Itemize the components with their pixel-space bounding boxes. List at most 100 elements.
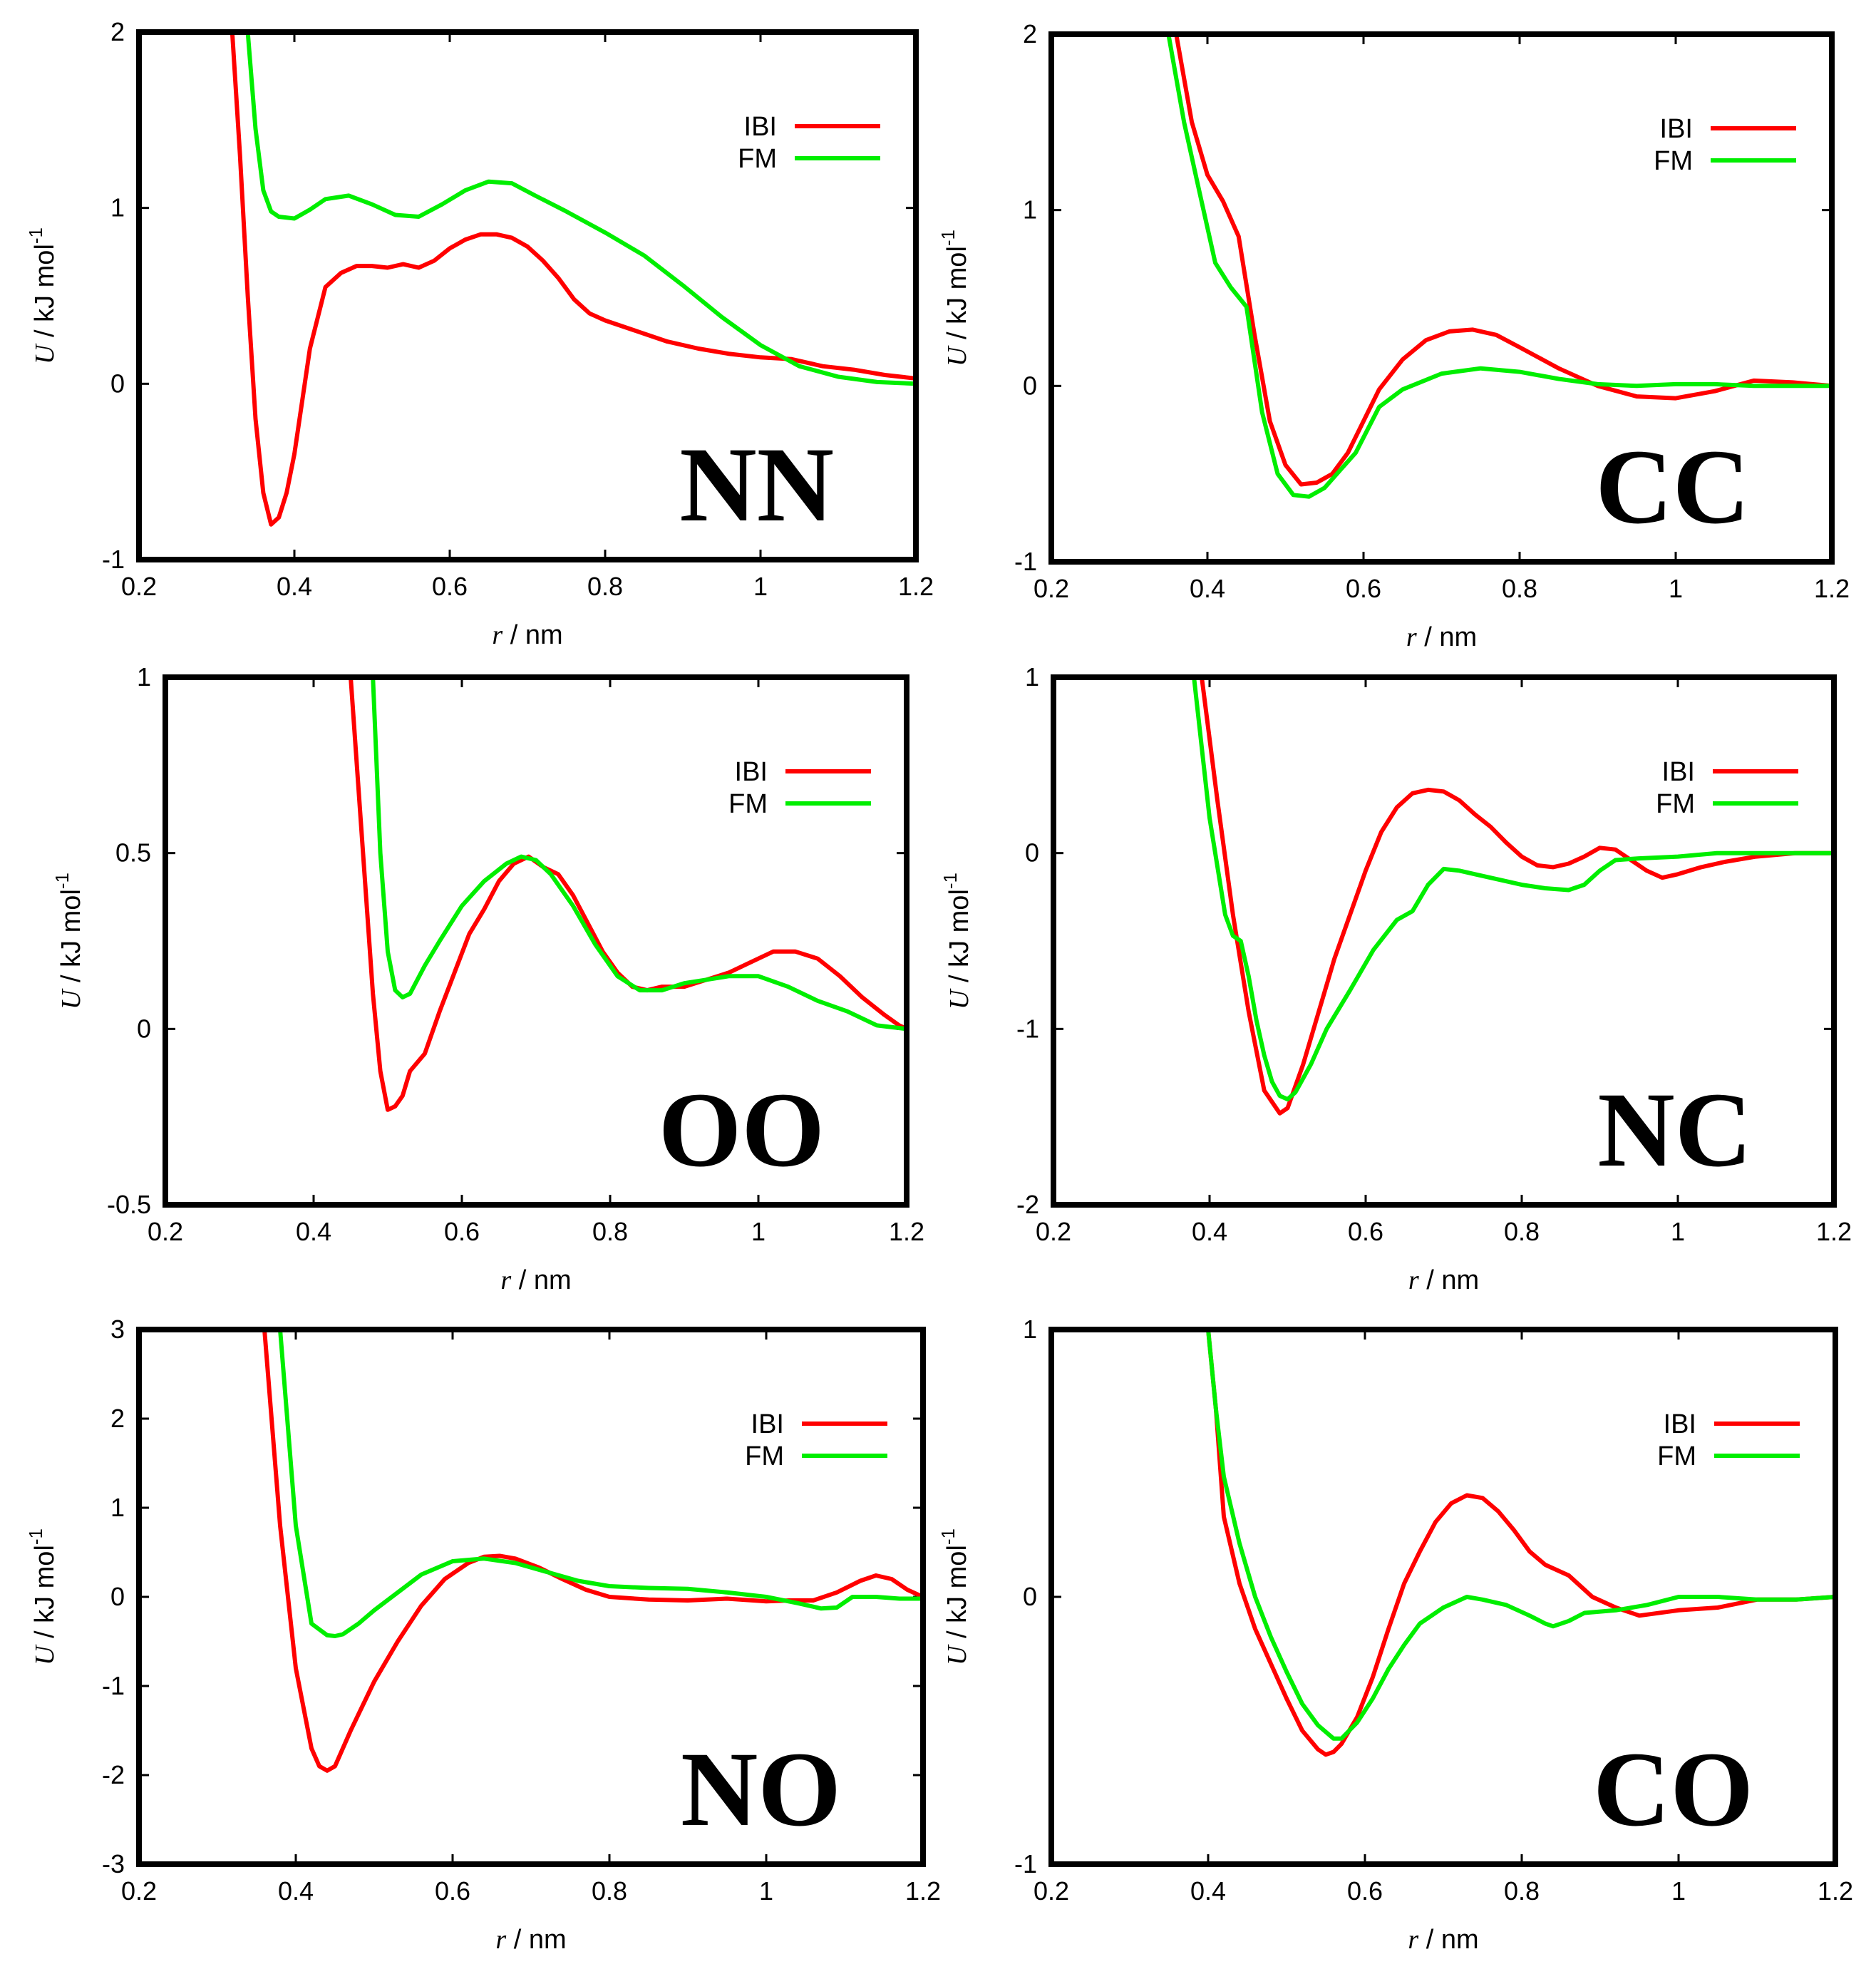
x-tick-label: 1.2 xyxy=(898,572,934,601)
x-tick-label: 1 xyxy=(1669,574,1683,603)
series-line-fm xyxy=(278,1330,923,1638)
panel-label: CC xyxy=(1595,428,1750,546)
y-tick-label: 1 xyxy=(110,193,125,222)
y-tick-label: -2 xyxy=(102,1760,125,1789)
x-axis-unit: / nm xyxy=(502,620,562,650)
x-axis-unit: / nm xyxy=(1419,1265,1479,1295)
y-axis-unit-exponent: -1 xyxy=(25,227,46,244)
x-axis-label: r / nm xyxy=(1408,1265,1479,1295)
legend-label-ibi: IBI xyxy=(751,1409,784,1439)
y-axis-variable: U xyxy=(944,988,974,1009)
x-tick-label: 1.2 xyxy=(1818,1876,1853,1906)
x-tick-label: 0.6 xyxy=(1346,574,1381,603)
y-axis-variable: U xyxy=(56,988,86,1009)
y-tick-label: -3 xyxy=(102,1849,125,1878)
y-axis-unit-exponent: -1 xyxy=(937,230,959,246)
y-tick-label: 1 xyxy=(1023,1315,1037,1344)
y-tick-label: 0.5 xyxy=(115,838,151,868)
x-tick-label: 0.8 xyxy=(1504,1217,1540,1246)
x-axis-label: r / nm xyxy=(500,1265,571,1295)
series-line-fm xyxy=(1192,677,1834,1101)
legend-label-fm: FM xyxy=(1657,1441,1696,1471)
x-tick-label: 0.6 xyxy=(1348,1217,1383,1246)
plot-frame xyxy=(1051,674,1837,1208)
y-axis-label: U / kJ mol-1 xyxy=(937,230,972,366)
y-axis-unit: / kJ mol xyxy=(944,889,974,989)
y-axis-variable: U xyxy=(942,1644,972,1665)
y-tick-label: 2 xyxy=(110,1404,125,1433)
x-axis-label: r / nm xyxy=(1406,622,1477,652)
y-axis-unit: / kJ mol xyxy=(30,244,60,344)
y-tick-label: 3 xyxy=(110,1315,125,1344)
x-tick-label: 1 xyxy=(1671,1217,1685,1246)
y-axis-unit: / kJ mol xyxy=(30,1545,60,1645)
x-tick-label: 0.4 xyxy=(277,572,312,601)
series-line-fm xyxy=(1166,34,1832,499)
x-axis-unit: / nm xyxy=(1418,1925,1478,1955)
x-tick-label: 1 xyxy=(751,1217,766,1246)
x-axis-variable: r xyxy=(1408,1925,1418,1955)
panel-label: OO xyxy=(659,1071,825,1189)
x-tick-label: 0.6 xyxy=(444,1217,480,1246)
x-tick-label: 0.4 xyxy=(278,1876,314,1906)
x-tick-label: 0.2 xyxy=(121,572,157,601)
series-line-ibi xyxy=(262,1330,923,1773)
y-tick-label: -1 xyxy=(1014,547,1037,576)
x-tick-label: 0.8 xyxy=(592,1876,627,1906)
y-axis-unit-exponent: -1 xyxy=(51,873,73,889)
x-axis-unit: / nm xyxy=(1417,622,1477,652)
x-tick-label: 0.4 xyxy=(1190,1876,1226,1906)
series-line-ibi xyxy=(1174,34,1832,487)
x-axis-variable: r xyxy=(492,620,502,650)
y-axis-unit-exponent: -1 xyxy=(939,873,961,889)
x-axis-label: r / nm xyxy=(492,620,562,650)
x-tick-label: 0.2 xyxy=(148,1217,183,1246)
x-tick-label: 0.8 xyxy=(1502,574,1537,603)
plot-frame xyxy=(1048,1327,1838,1867)
x-tick-label: 0.2 xyxy=(1034,574,1069,603)
legend-label-ibi: IBI xyxy=(744,112,777,142)
y-tick-label: 1 xyxy=(110,1493,125,1522)
x-tick-label: 0.6 xyxy=(432,572,468,601)
y-axis-unit: / kJ mol xyxy=(56,889,86,989)
y-axis-unit: / kJ mol xyxy=(942,246,972,346)
y-tick-label: 0 xyxy=(1023,1582,1037,1611)
x-tick-label: 0.6 xyxy=(435,1876,470,1906)
panel-label: NO xyxy=(681,1730,841,1849)
series-line-ibi xyxy=(1200,677,1834,1116)
legend-label-fm: FM xyxy=(728,789,768,819)
y-tick-label: 0 xyxy=(137,1014,151,1043)
y-axis-label: U / kJ mol-1 xyxy=(25,227,60,364)
y-tick-label: 1 xyxy=(137,662,151,692)
legend-label-ibi: IBI xyxy=(735,757,768,787)
legend-label-fm: FM xyxy=(738,144,777,174)
series-line-fm xyxy=(1206,1330,1835,1741)
legend-label-ibi: IBI xyxy=(1660,114,1693,144)
y-axis-label: U / kJ mol-1 xyxy=(939,873,974,1009)
series-line-fm xyxy=(245,32,916,386)
legend-label-fm: FM xyxy=(745,1441,784,1471)
y-axis-unit-exponent: -1 xyxy=(937,1528,959,1545)
x-tick-label: 0.8 xyxy=(1504,1876,1540,1906)
x-tick-label: 0.4 xyxy=(296,1217,331,1246)
legend-label-ibi: IBI xyxy=(1662,757,1695,787)
x-tick-label: 1.2 xyxy=(889,1217,924,1246)
y-axis-label: U / kJ mol-1 xyxy=(51,873,86,1009)
x-axis-variable: r xyxy=(1406,622,1417,652)
y-axis-variable: U xyxy=(30,1644,60,1665)
y-tick-label: -2 xyxy=(1016,1190,1039,1219)
x-tick-label: 1 xyxy=(759,1876,773,1906)
series-line-ibi xyxy=(1206,1330,1835,1757)
y-axis-unit-exponent: -1 xyxy=(25,1528,46,1545)
x-tick-label: 0.2 xyxy=(1034,1876,1069,1906)
x-axis-variable: r xyxy=(495,1925,506,1955)
y-tick-label: 0 xyxy=(110,1582,125,1611)
x-tick-label: 0.4 xyxy=(1192,1217,1227,1246)
legend-label-ibi: IBI xyxy=(1664,1409,1696,1439)
y-tick-label: 2 xyxy=(110,17,125,46)
x-tick-label: 1 xyxy=(753,572,768,601)
legend-label-fm: FM xyxy=(1656,789,1695,819)
